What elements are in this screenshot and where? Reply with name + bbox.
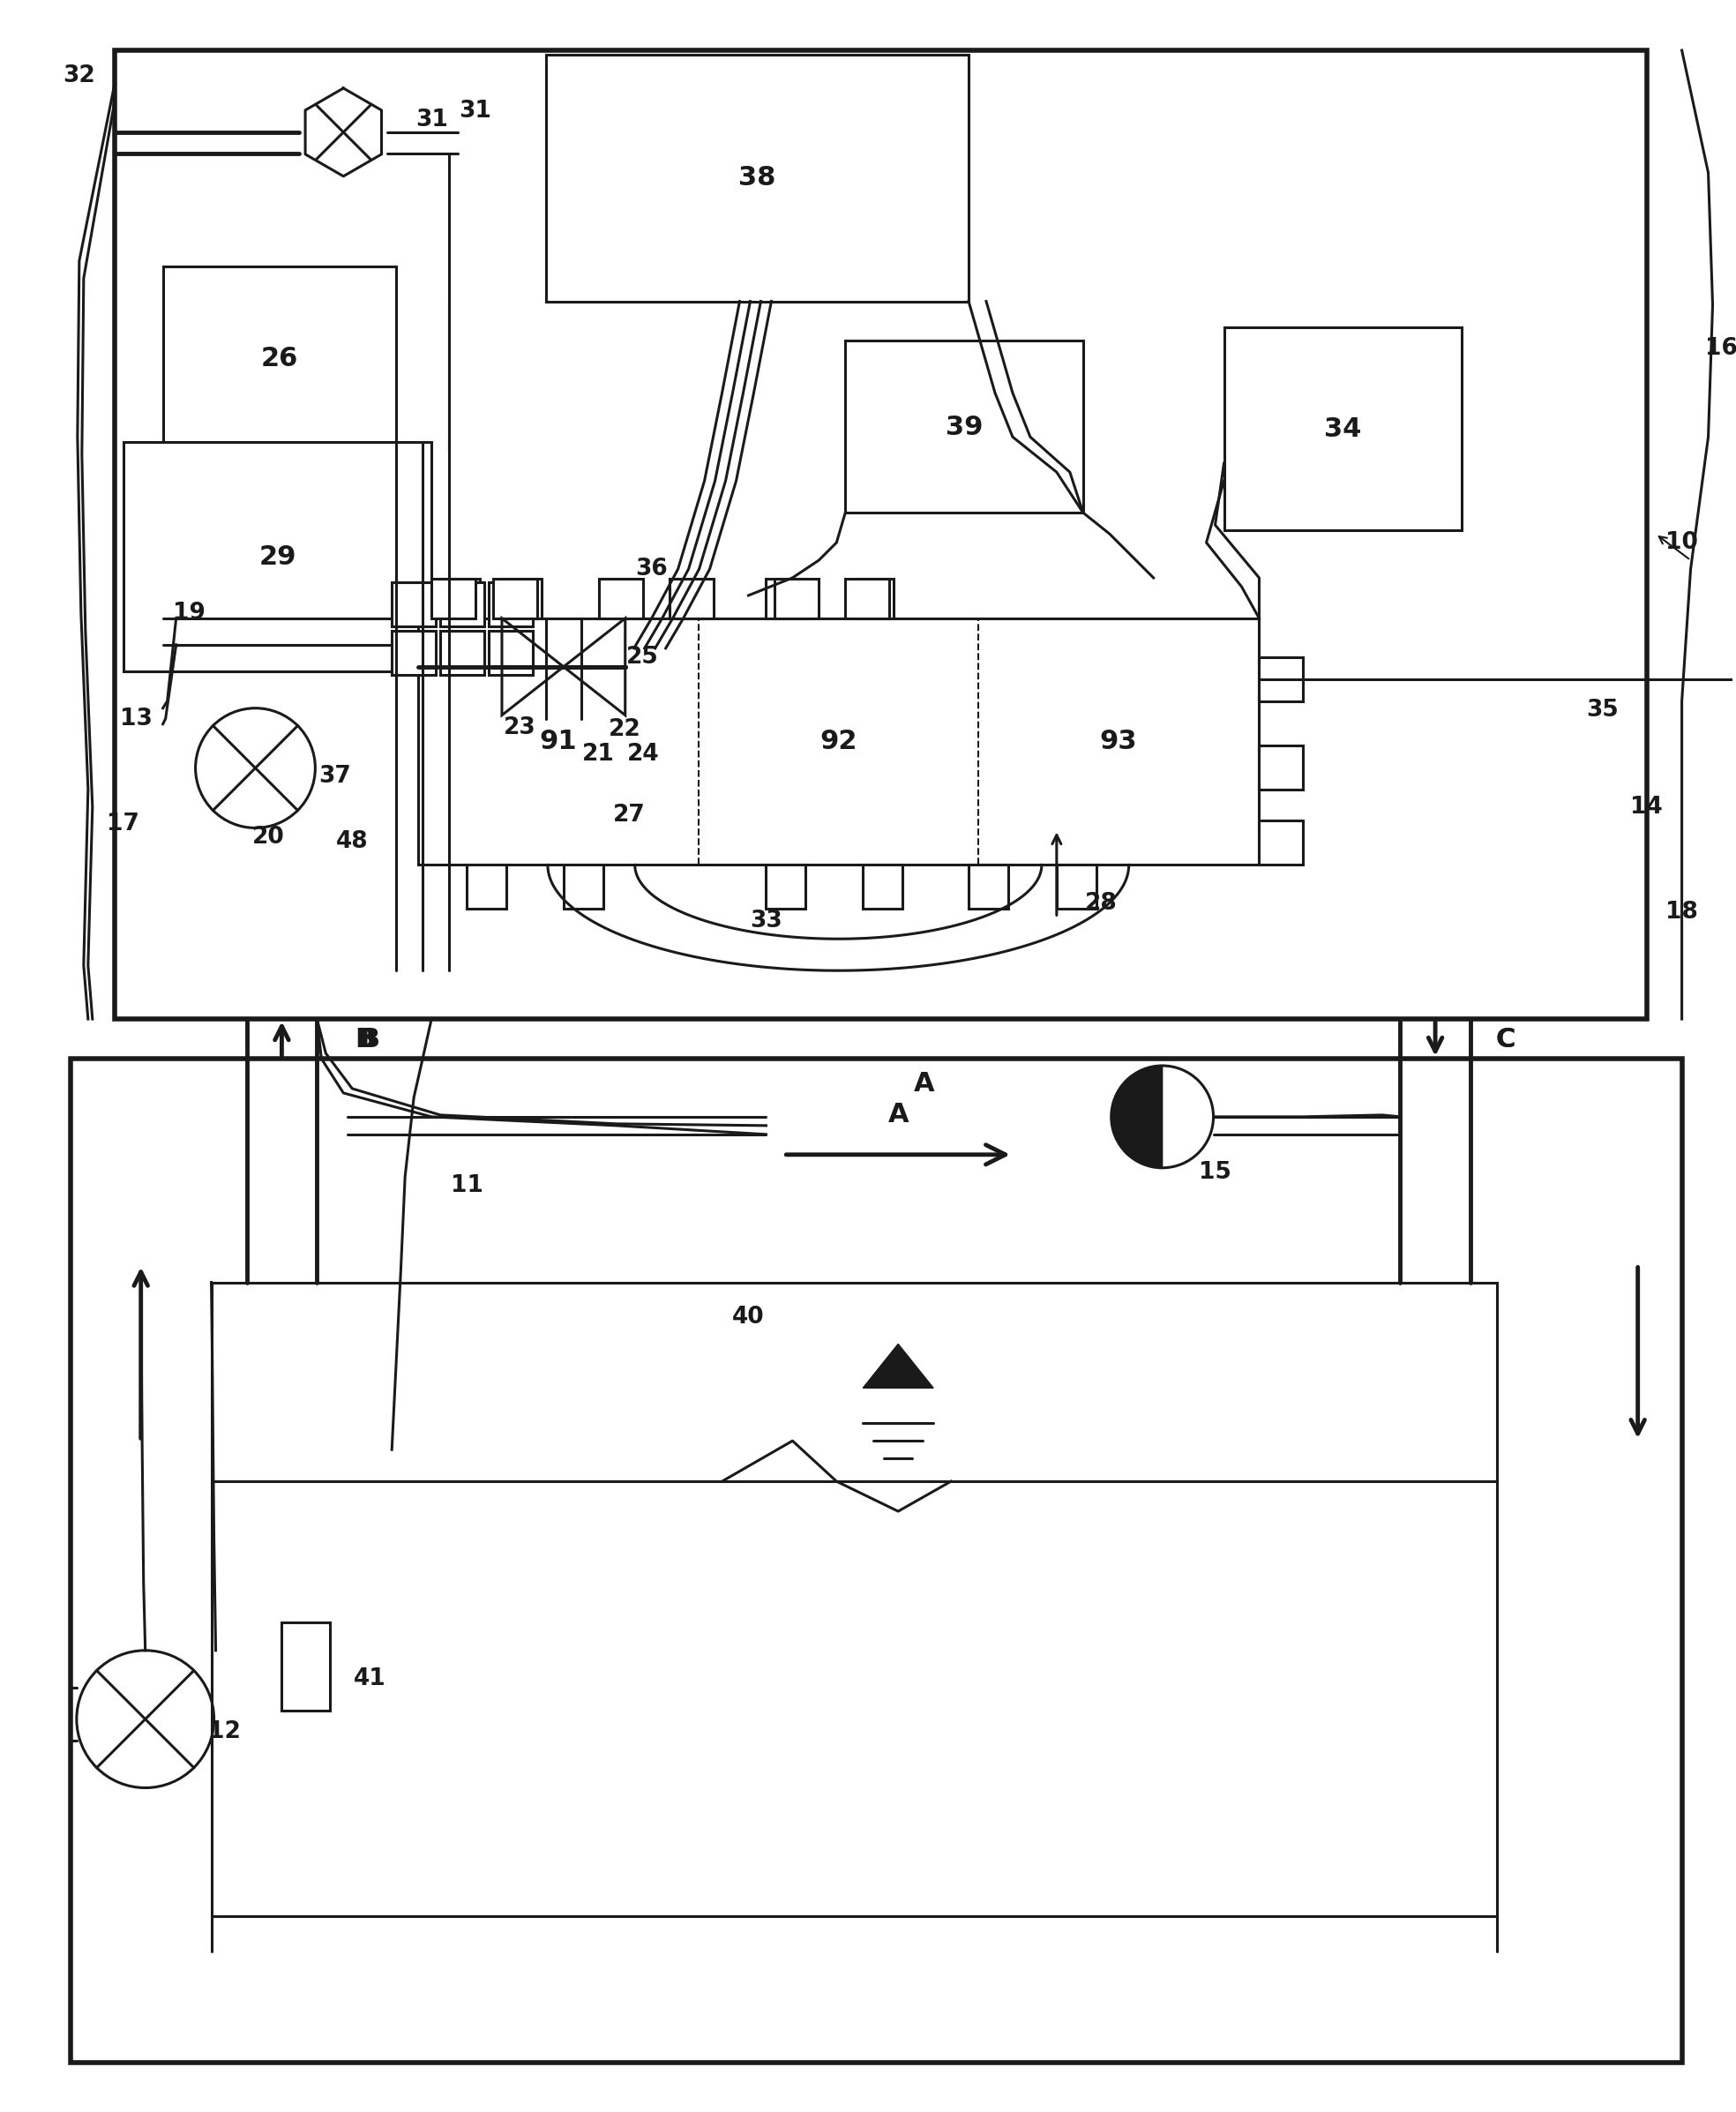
Bar xyxy=(774,579,819,619)
Bar xyxy=(545,55,969,302)
Text: C: C xyxy=(1496,1026,1516,1052)
Text: 38: 38 xyxy=(738,165,776,190)
Text: 11: 11 xyxy=(450,1174,483,1198)
Bar xyxy=(863,866,903,908)
Bar xyxy=(123,441,432,672)
Bar xyxy=(845,579,889,619)
Bar xyxy=(281,1622,330,1711)
Bar xyxy=(432,579,476,619)
Bar xyxy=(1259,822,1304,866)
Bar xyxy=(502,579,542,619)
Polygon shape xyxy=(1111,1067,1163,1168)
Bar xyxy=(668,579,713,619)
Text: A: A xyxy=(887,1102,908,1128)
Text: 92: 92 xyxy=(819,729,858,754)
Bar xyxy=(71,1058,1682,2063)
Bar xyxy=(392,631,436,674)
Text: 13: 13 xyxy=(120,708,153,731)
Text: B: B xyxy=(359,1026,380,1052)
Bar xyxy=(212,1282,1496,1916)
Text: 34: 34 xyxy=(1325,416,1361,441)
Text: 31: 31 xyxy=(460,99,491,122)
Text: 26: 26 xyxy=(260,346,299,372)
Bar xyxy=(599,579,642,619)
Bar xyxy=(969,866,1009,908)
Bar xyxy=(766,866,806,908)
Text: 36: 36 xyxy=(635,558,668,581)
Bar xyxy=(599,579,639,619)
Text: 20: 20 xyxy=(252,826,285,849)
Text: 24: 24 xyxy=(627,743,660,765)
Text: 27: 27 xyxy=(613,805,646,828)
Text: 39: 39 xyxy=(946,414,983,439)
Text: 12: 12 xyxy=(208,1719,241,1742)
Bar xyxy=(392,583,436,627)
Bar xyxy=(467,866,507,908)
Polygon shape xyxy=(863,1343,934,1388)
Text: 93: 93 xyxy=(1099,729,1137,754)
Text: 19: 19 xyxy=(174,602,205,625)
Bar xyxy=(845,340,1083,513)
Text: 16: 16 xyxy=(1705,338,1736,361)
Bar xyxy=(854,579,894,619)
Text: 29: 29 xyxy=(259,545,297,570)
Bar xyxy=(441,579,479,619)
Bar xyxy=(441,631,484,674)
Text: 17: 17 xyxy=(108,813,139,836)
Bar xyxy=(163,266,396,452)
Text: B: B xyxy=(356,1026,375,1052)
Bar xyxy=(766,579,806,619)
Bar xyxy=(668,579,708,619)
Text: 91: 91 xyxy=(540,729,576,754)
Bar xyxy=(493,579,536,619)
Text: 32: 32 xyxy=(62,63,95,87)
Bar xyxy=(1259,657,1304,701)
Text: 35: 35 xyxy=(1587,699,1618,722)
Bar xyxy=(564,866,602,908)
Text: 28: 28 xyxy=(1085,891,1116,914)
Text: A: A xyxy=(915,1071,936,1096)
Bar xyxy=(418,619,1259,866)
Bar xyxy=(441,583,484,627)
Text: C: C xyxy=(1496,1026,1516,1052)
Text: 14: 14 xyxy=(1630,796,1663,817)
Text: 41: 41 xyxy=(354,1666,385,1690)
Text: 33: 33 xyxy=(750,910,783,934)
Bar xyxy=(1224,327,1462,530)
Bar xyxy=(490,583,533,627)
Text: 15: 15 xyxy=(1200,1162,1231,1183)
Text: 21: 21 xyxy=(583,743,615,765)
Bar xyxy=(1259,746,1304,790)
Text: 23: 23 xyxy=(503,716,536,739)
Text: 48: 48 xyxy=(337,830,368,853)
Bar xyxy=(115,51,1647,1018)
Text: 40: 40 xyxy=(733,1305,764,1328)
Text: 31: 31 xyxy=(415,108,448,131)
Text: 18: 18 xyxy=(1665,902,1698,923)
Bar xyxy=(490,631,533,674)
Bar xyxy=(1057,866,1095,908)
Text: 10: 10 xyxy=(1665,530,1698,553)
Text: 22: 22 xyxy=(609,718,641,741)
Text: 25: 25 xyxy=(627,646,660,670)
Text: 37: 37 xyxy=(318,765,351,788)
